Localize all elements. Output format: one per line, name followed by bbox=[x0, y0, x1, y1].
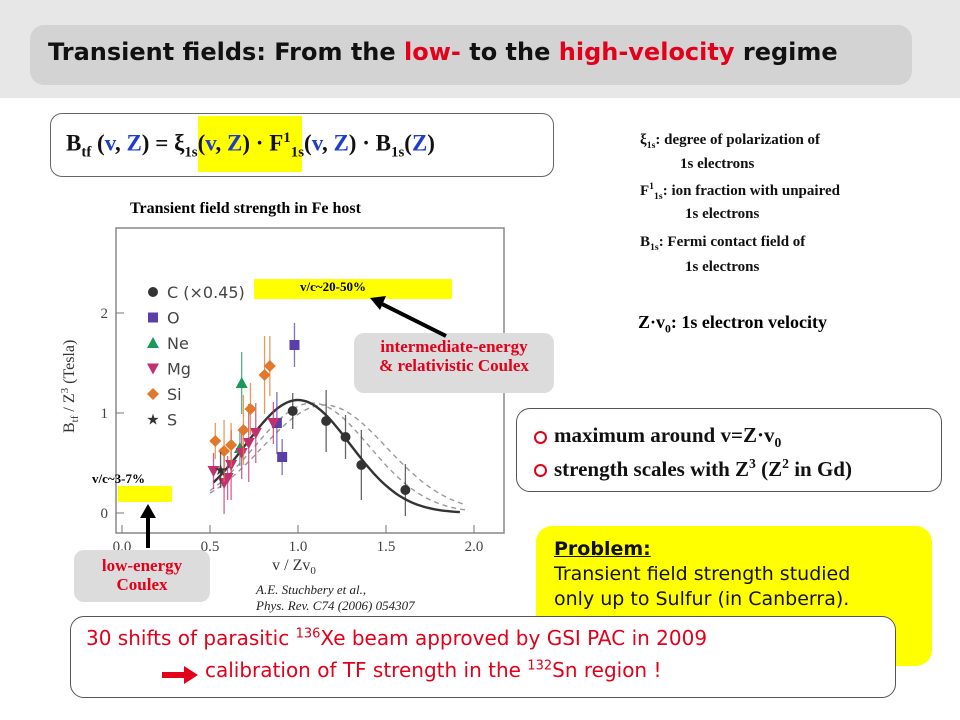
bullet-dot-1 bbox=[534, 431, 547, 444]
data-point bbox=[249, 428, 262, 439]
legend-marker bbox=[147, 388, 159, 400]
legend-label: C (×0.45) bbox=[167, 283, 245, 302]
data-point bbox=[244, 403, 257, 415]
y-tick-label: 0 bbox=[101, 506, 109, 522]
title-box bbox=[30, 25, 912, 85]
high-velocity-tag bbox=[254, 279, 452, 299]
problem-text: Problem: Transient field strength studie… bbox=[554, 538, 851, 610]
x-tick-label: 1.5 bbox=[377, 539, 396, 555]
legend-label: Mg bbox=[167, 360, 191, 379]
low-velocity-text: v/c~3-7% bbox=[92, 471, 145, 486]
bullet-box bbox=[516, 408, 942, 492]
data-point bbox=[258, 369, 271, 381]
dashed-curve bbox=[209, 404, 466, 506]
right-arrow-icon bbox=[162, 666, 198, 684]
data-point bbox=[277, 452, 288, 462]
def-b: B1s: Fermi contact field of bbox=[640, 234, 806, 253]
data-point bbox=[235, 448, 248, 459]
high-velocity-text: v/c~20-50% bbox=[300, 279, 366, 294]
citation: A.E. Stuchbery et al., Phys. Rev. C74 (20… bbox=[256, 582, 415, 613]
data-point bbox=[242, 438, 255, 449]
bottom-box bbox=[70, 616, 896, 698]
arrow-low-head bbox=[140, 504, 156, 518]
data-point bbox=[340, 432, 351, 442]
bullet-dot-2 bbox=[534, 464, 547, 477]
x-tick-label: 1.0 bbox=[289, 539, 308, 555]
legend-marker bbox=[148, 287, 158, 297]
def-f: F11s: ion fraction with unpaired bbox=[640, 181, 840, 202]
data-point bbox=[209, 435, 222, 447]
data-point bbox=[237, 424, 250, 436]
def-xi: ξ1s: degree of polarization of bbox=[640, 132, 821, 151]
data-point bbox=[225, 439, 238, 451]
intermediate-energy-box: intermediate-energy & relativistic Coulex bbox=[354, 333, 554, 393]
bottom-line-2: calibration of TF strength in the 132Sn … bbox=[205, 658, 662, 682]
velocity-note: Z·v0: 1s electron velocity bbox=[638, 312, 827, 336]
arrow-intermediate-head bbox=[370, 296, 386, 310]
data-point bbox=[207, 466, 220, 477]
data-point bbox=[235, 377, 248, 388]
data-point bbox=[400, 485, 411, 495]
data-point bbox=[267, 418, 280, 429]
y-tick-label: 1 bbox=[101, 406, 109, 422]
dashed-curve bbox=[209, 402, 466, 511]
data-point bbox=[271, 418, 282, 428]
low-velocity-tag bbox=[118, 486, 172, 502]
formula-text: Btf (v, Z) = ξ1s(v, Z) · F11s(v, Z) · B1… bbox=[66, 130, 435, 161]
def-b-cont: 1s electrons bbox=[685, 259, 760, 275]
y-tick-label: 2 bbox=[101, 306, 109, 322]
legend-marker bbox=[147, 337, 159, 348]
x-axis-label: v / Zv0 bbox=[272, 557, 316, 577]
data-point: ★ bbox=[214, 463, 227, 479]
formula-box bbox=[50, 113, 554, 177]
slide-title: Transient fields: From the low- to the h… bbox=[48, 38, 838, 66]
def-xi-cont: 1s electrons bbox=[680, 156, 755, 172]
data-point bbox=[287, 406, 298, 416]
x-tick-label: 2.0 bbox=[465, 539, 484, 555]
legend-label: Ne bbox=[167, 334, 189, 353]
data-point bbox=[321, 416, 332, 426]
legend-marker bbox=[147, 363, 159, 375]
bullet-2: strength scales with Z3 (Z2 in Gd) bbox=[554, 456, 852, 481]
arrow-intermediate bbox=[379, 301, 447, 338]
data-point bbox=[263, 360, 276, 372]
legend-label: S bbox=[167, 411, 177, 430]
data-point bbox=[356, 460, 367, 470]
data-point bbox=[289, 340, 300, 350]
bottom-line-1: 30 shifts of parasitic 136Xe beam approv… bbox=[86, 626, 708, 650]
legend-label: O bbox=[167, 309, 180, 328]
bullet-1: maximum around v=Z·v0 bbox=[554, 423, 782, 451]
chart-title: Transient field strength in Fe host bbox=[130, 200, 361, 217]
low-energy-box: low-energy Coulex bbox=[74, 550, 210, 602]
def-f-cont: 1s electrons bbox=[685, 206, 760, 222]
formula-highlight bbox=[198, 116, 302, 172]
legend-label: Si bbox=[167, 385, 182, 404]
y-axis-label: Btf / Z3 (Tesla) bbox=[59, 340, 81, 433]
legend-marker: ★ bbox=[146, 413, 159, 429]
legend-marker bbox=[148, 312, 158, 323]
